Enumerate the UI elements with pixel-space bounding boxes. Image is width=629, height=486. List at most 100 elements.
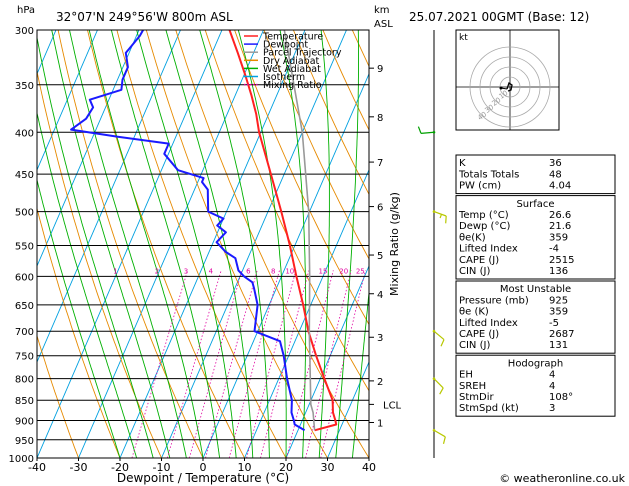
legend-label: Isotherm bbox=[263, 72, 305, 83]
pressure-tick-label: 600 bbox=[15, 272, 34, 283]
mixing-ratio-line bbox=[228, 270, 280, 458]
index-value: -5 bbox=[549, 318, 559, 329]
index-name: Totals Totals bbox=[458, 169, 519, 180]
isotherm-line bbox=[285, 264, 369, 458]
legend-label: Wet Adiabat bbox=[263, 64, 321, 75]
isotherm-line bbox=[78, 30, 264, 458]
wind-barb-station bbox=[432, 210, 436, 213]
hodograph-ring-label: 40 bbox=[476, 110, 488, 122]
index-name: θe(K) bbox=[459, 232, 486, 243]
wind-barbs bbox=[417, 126, 447, 444]
index-value: 4.04 bbox=[549, 181, 571, 192]
legend-label: Mixing Ratio bbox=[263, 80, 322, 91]
wind-barb-flag bbox=[442, 436, 446, 444]
wind-barb-station bbox=[432, 131, 436, 134]
index-value: 4 bbox=[549, 381, 555, 392]
wet-adiabat-line bbox=[318, 30, 330, 458]
pressure-tick-label: 850 bbox=[15, 396, 34, 407]
mixing-ratio-line bbox=[246, 270, 297, 458]
dry-adiabat-line bbox=[263, 30, 369, 260]
pressure-tick-label: 1000 bbox=[9, 454, 34, 465]
mixing-ratio-line bbox=[189, 270, 243, 458]
km-tick-label: 9 bbox=[377, 64, 383, 75]
isotherm-line bbox=[327, 360, 369, 458]
wind-barb-station bbox=[432, 329, 436, 333]
most-unstable-indices-box bbox=[455, 280, 616, 354]
isotherm-line bbox=[202, 72, 369, 458]
wet-adiabat-line bbox=[279, 30, 307, 458]
wind-barb-flag bbox=[439, 214, 443, 219]
mixing-ratio-line bbox=[167, 270, 222, 458]
dry-adiabat-line bbox=[37, 206, 121, 458]
mixing-ratio-label: 25 bbox=[356, 267, 365, 275]
km-tick-label: 8 bbox=[377, 113, 383, 124]
legend-label: Parcel Trajectory bbox=[263, 48, 342, 59]
index-value: 36 bbox=[549, 158, 562, 169]
wet-adiabat-line bbox=[37, 110, 138, 458]
x-tick-label: 40 bbox=[362, 461, 376, 474]
pressure-tick-label: 350 bbox=[15, 81, 34, 92]
pressure-tick-label: 950 bbox=[15, 436, 34, 447]
mixing-ratio-label: 10 bbox=[285, 267, 294, 275]
most-unstable-indices-title: Most Unstable bbox=[500, 284, 571, 295]
km-unit-label: km bbox=[374, 5, 390, 16]
datetime-title: 25.07.2021 00GMT (Base: 12) bbox=[409, 10, 589, 24]
wind-barb-flag bbox=[445, 215, 447, 224]
x-tick-label: -30 bbox=[70, 461, 88, 474]
mixing-ratio-line bbox=[286, 270, 334, 458]
index-value: 108° bbox=[549, 392, 573, 403]
wet-adiabat-line bbox=[88, 30, 204, 458]
index-value: 2687 bbox=[549, 329, 574, 340]
hodograph-ring-label: 20 bbox=[491, 96, 503, 108]
hodograph-indices-title: Hodograph bbox=[508, 358, 563, 369]
mixing-ratio-line bbox=[320, 270, 366, 458]
pressure-tick-label: 550 bbox=[15, 242, 34, 253]
index-name: CIN (J) bbox=[459, 266, 490, 277]
mixing-ratio-label: 4 bbox=[209, 267, 214, 275]
wet-adiabat-line bbox=[199, 30, 270, 458]
skewt-plot: 1 2 3 4 6 8 10 15 20 25 3003504004505005506006507… bbox=[9, 26, 402, 474]
isotherm-line bbox=[37, 30, 98, 172]
x-tick-label: -40 bbox=[28, 461, 46, 474]
legend-label: Dry Adiabat bbox=[263, 56, 320, 67]
wet-adiabat-line bbox=[37, 178, 121, 458]
index-value: 925 bbox=[549, 295, 568, 306]
isotherm-line bbox=[161, 30, 347, 458]
mixing-ratio-line bbox=[260, 270, 310, 458]
wind-barb-flag bbox=[417, 126, 422, 134]
mixing-ratio-label: 2 bbox=[155, 267, 159, 275]
mixing-ratio-axis-label: Mixing Ratio (g/kg) bbox=[388, 192, 401, 296]
pressure-tick-label: 750 bbox=[15, 352, 34, 363]
mixing-ratio-line bbox=[131, 270, 188, 458]
mixing-ratio-line bbox=[305, 270, 352, 458]
wet-adiabat-line bbox=[37, 35, 154, 458]
index-value: 21.6 bbox=[549, 221, 571, 232]
surface-indices-title: Surface bbox=[516, 199, 554, 210]
index-value: 2515 bbox=[549, 255, 574, 266]
mixing-ratio-label: 20 bbox=[339, 267, 348, 275]
hodograph-ring bbox=[489, 66, 531, 108]
temperature-line bbox=[228, 30, 338, 432]
hpa-unit-label: hPa bbox=[17, 5, 35, 16]
wind-barb-flag bbox=[440, 339, 445, 347]
km-tick-label: 6 bbox=[377, 203, 383, 214]
index-name: θe (K) bbox=[459, 307, 489, 318]
x-axis-label: Dewpoint / Temperature (°C) bbox=[117, 471, 289, 485]
index-name: StmDir bbox=[459, 392, 494, 403]
wet-adiabat-line bbox=[69, 30, 187, 458]
dry-adiabat-line bbox=[37, 334, 79, 458]
km-tick-label: 3 bbox=[377, 333, 383, 344]
x-tick-label: 20 bbox=[279, 461, 293, 474]
mixing-ratio-line bbox=[205, 270, 258, 458]
location-title: 32°07'N 249°56'W 800m ASL bbox=[56, 10, 233, 24]
mixing-ratio-label: 8 bbox=[271, 267, 275, 275]
lcl-label: LCL bbox=[383, 400, 402, 411]
x-tick-label: 0 bbox=[200, 461, 207, 474]
wind-barb-shaft bbox=[433, 378, 444, 389]
index-value: 136 bbox=[549, 266, 568, 277]
wet-adiabat-line bbox=[51, 30, 171, 458]
wind-barb-station bbox=[432, 377, 436, 381]
dry-adiabat-line bbox=[87, 30, 245, 458]
